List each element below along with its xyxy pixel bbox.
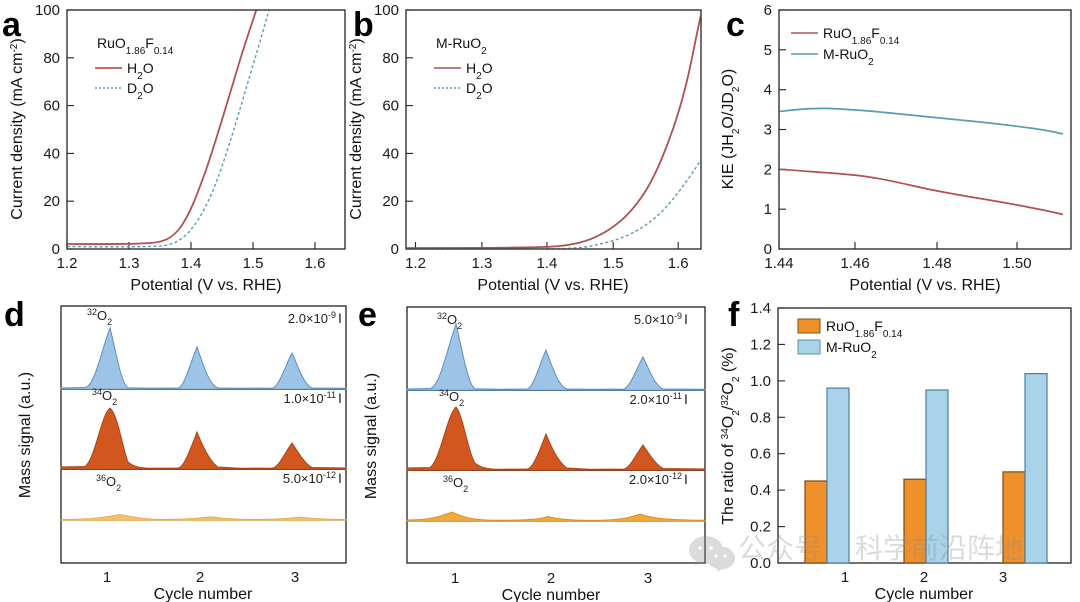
svg-text:100: 100 bbox=[35, 2, 60, 19]
svg-text:80: 80 bbox=[43, 50, 60, 67]
svg-text:1.3: 1.3 bbox=[471, 255, 492, 272]
svg-text:Mass signal (a.u.): Mass signal (a.u.) bbox=[363, 373, 380, 499]
svg-text:公众号: 公众号 bbox=[738, 533, 822, 564]
svg-text:0.4: 0.4 bbox=[750, 482, 771, 499]
svg-text:Current density (mA cm-2): Current density (mA cm-2) bbox=[348, 38, 366, 219]
svg-text:1.5: 1.5 bbox=[243, 255, 264, 272]
svg-text:1.2: 1.2 bbox=[750, 336, 771, 353]
svg-text:1.5: 1.5 bbox=[603, 255, 624, 272]
svg-text:1.48: 1.48 bbox=[922, 255, 951, 272]
svg-text:1: 1 bbox=[764, 201, 772, 218]
svg-text:Cycle number: Cycle number bbox=[154, 586, 253, 602]
svg-text:2: 2 bbox=[920, 569, 928, 586]
svg-text:1.6: 1.6 bbox=[668, 255, 689, 272]
svg-text:b: b bbox=[353, 6, 374, 44]
svg-text:I: I bbox=[684, 311, 688, 327]
svg-text:科学前沿阵地: 科学前沿阵地 bbox=[855, 533, 1023, 564]
svg-text:I: I bbox=[338, 390, 342, 406]
svg-text:f: f bbox=[728, 296, 740, 334]
svg-text:0: 0 bbox=[391, 241, 399, 258]
svg-text:40: 40 bbox=[43, 145, 60, 162]
svg-text:1.6: 1.6 bbox=[305, 255, 326, 272]
svg-text:3: 3 bbox=[644, 570, 652, 587]
svg-text:20: 20 bbox=[382, 193, 399, 210]
svg-text:1: 1 bbox=[103, 569, 111, 586]
svg-text:2: 2 bbox=[764, 161, 772, 178]
svg-text:40: 40 bbox=[382, 145, 399, 162]
svg-text:100: 100 bbox=[374, 2, 399, 19]
svg-text:6: 6 bbox=[764, 2, 772, 19]
svg-text:I: I bbox=[338, 310, 342, 326]
svg-text:Cycle number: Cycle number bbox=[875, 586, 974, 602]
svg-text:d: d bbox=[4, 296, 25, 334]
svg-text:Cycle number: Cycle number bbox=[502, 587, 601, 602]
svg-text:I: I bbox=[684, 471, 688, 487]
svg-text:2: 2 bbox=[196, 569, 204, 586]
svg-text:3: 3 bbox=[999, 569, 1007, 586]
svg-text:Potential (V vs. RHE): Potential (V vs. RHE) bbox=[477, 277, 628, 294]
svg-text:60: 60 bbox=[382, 98, 399, 115]
svg-text:I: I bbox=[684, 391, 688, 407]
svg-text:80: 80 bbox=[382, 50, 399, 67]
svg-text:a: a bbox=[2, 6, 22, 44]
svg-text:Mass signal (a.u.): Mass signal (a.u.) bbox=[17, 372, 34, 498]
svg-text:1.50: 1.50 bbox=[1002, 255, 1031, 272]
svg-text:1.4: 1.4 bbox=[536, 255, 557, 272]
svg-text:4: 4 bbox=[764, 82, 772, 99]
svg-text:Potential (V vs. RHE): Potential (V vs. RHE) bbox=[849, 277, 1000, 294]
svg-text:1.4: 1.4 bbox=[181, 255, 202, 272]
svg-text:1.46: 1.46 bbox=[840, 255, 869, 272]
svg-text:c: c bbox=[726, 6, 745, 44]
svg-text:60: 60 bbox=[43, 98, 60, 115]
svg-text:0.6: 0.6 bbox=[750, 446, 771, 463]
svg-text:1: 1 bbox=[841, 569, 849, 586]
svg-text:1.2: 1.2 bbox=[57, 255, 78, 272]
svg-text:I: I bbox=[338, 470, 342, 486]
svg-text:2: 2 bbox=[547, 570, 555, 587]
svg-text:0.8: 0.8 bbox=[750, 409, 771, 426]
svg-text:Current density (mA cm-2): Current density (mA cm-2) bbox=[9, 38, 27, 219]
svg-text:1.2: 1.2 bbox=[405, 255, 426, 272]
svg-text:20: 20 bbox=[43, 193, 60, 210]
svg-text:e: e bbox=[358, 296, 377, 334]
svg-text:3: 3 bbox=[764, 122, 772, 139]
svg-text:1.4: 1.4 bbox=[750, 300, 771, 317]
svg-text:1.3: 1.3 bbox=[119, 255, 140, 272]
svg-text:1.44: 1.44 bbox=[764, 255, 793, 272]
svg-text:5: 5 bbox=[764, 42, 772, 59]
svg-text:3: 3 bbox=[291, 569, 299, 586]
svg-text:Potential (V vs. RHE): Potential (V vs. RHE) bbox=[130, 277, 281, 294]
svg-text:1.0: 1.0 bbox=[750, 373, 771, 390]
svg-text:1: 1 bbox=[451, 570, 459, 587]
